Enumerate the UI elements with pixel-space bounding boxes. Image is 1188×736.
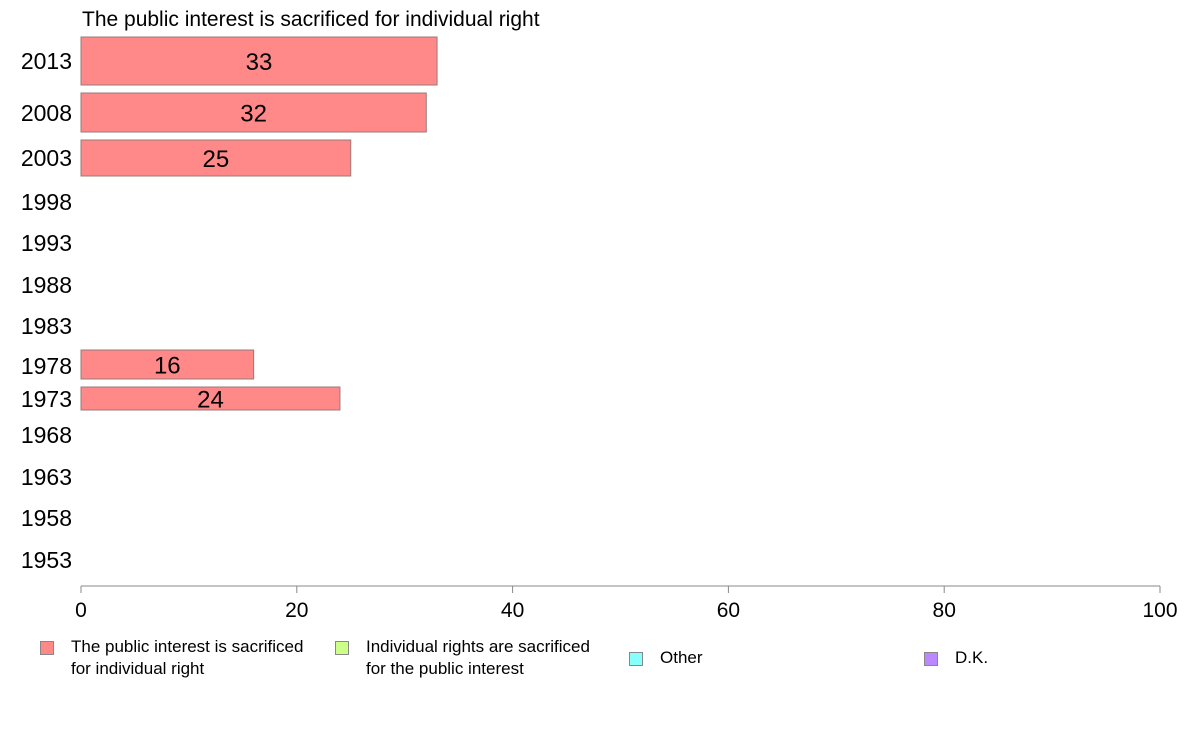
- legend-swatch: [924, 652, 938, 666]
- legend-item-other: Other: [629, 647, 920, 669]
- legend-item-individual-rights: Individual rights are sacrificed for the…: [335, 636, 626, 680]
- legend-label: D.K.: [955, 647, 1188, 669]
- x-tick-label: 80: [933, 599, 956, 622]
- x-tick-label: 100: [1142, 599, 1177, 622]
- category-label: 1978: [21, 353, 72, 379]
- x-tick-label: 60: [717, 599, 740, 622]
- category-label: 1988: [21, 272, 72, 298]
- category-labels: 2013 2008 2003 1998 1993 1988 1983 1978 1973 1968…: [21, 48, 72, 573]
- category-label: 2008: [21, 100, 72, 126]
- x-tick-label: 20: [285, 599, 308, 622]
- x-tick-label: 0: [75, 599, 87, 622]
- bar-value-label: 24: [197, 387, 224, 414]
- bar-value-label: 32: [240, 101, 267, 128]
- bar-value-label: 16: [154, 353, 181, 380]
- category-label: 1998: [21, 189, 72, 215]
- category-label: 1968: [21, 422, 72, 448]
- legend: The public interest is sacrificed for in…: [0, 636, 1188, 696]
- x-tick-label: 40: [501, 599, 524, 622]
- category-label: 2013: [21, 48, 72, 74]
- legend-item-public-interest: The public interest is sacrificed for in…: [40, 636, 331, 680]
- legend-swatch: [629, 652, 643, 666]
- category-label: 1958: [21, 505, 72, 531]
- legend-label: The public interest is sacrificed for in…: [71, 636, 331, 680]
- legend-label: Individual rights are sacrificed for the…: [366, 636, 626, 680]
- legend-swatch: [335, 641, 349, 655]
- bar-chart: The public interest is sacrificed for in…: [0, 0, 1188, 630]
- bar-value-label: 33: [246, 49, 273, 76]
- legend-label: Other: [660, 647, 920, 669]
- bars-group: 33 32 25 16 24: [81, 37, 437, 414]
- category-label: 1953: [21, 547, 72, 573]
- category-label: 1993: [21, 230, 72, 256]
- category-label: 2003: [21, 145, 72, 171]
- chart-title: The public interest is sacrificed for in…: [82, 8, 540, 31]
- legend-swatch: [40, 641, 54, 655]
- bar-value-label: 25: [203, 146, 230, 173]
- legend-item-dk: D.K.: [924, 647, 1188, 669]
- category-label: 1983: [21, 313, 72, 339]
- category-label: 1973: [21, 386, 72, 412]
- x-axis: 0 20 40 60 80 100: [75, 586, 1177, 622]
- category-label: 1963: [21, 464, 72, 490]
